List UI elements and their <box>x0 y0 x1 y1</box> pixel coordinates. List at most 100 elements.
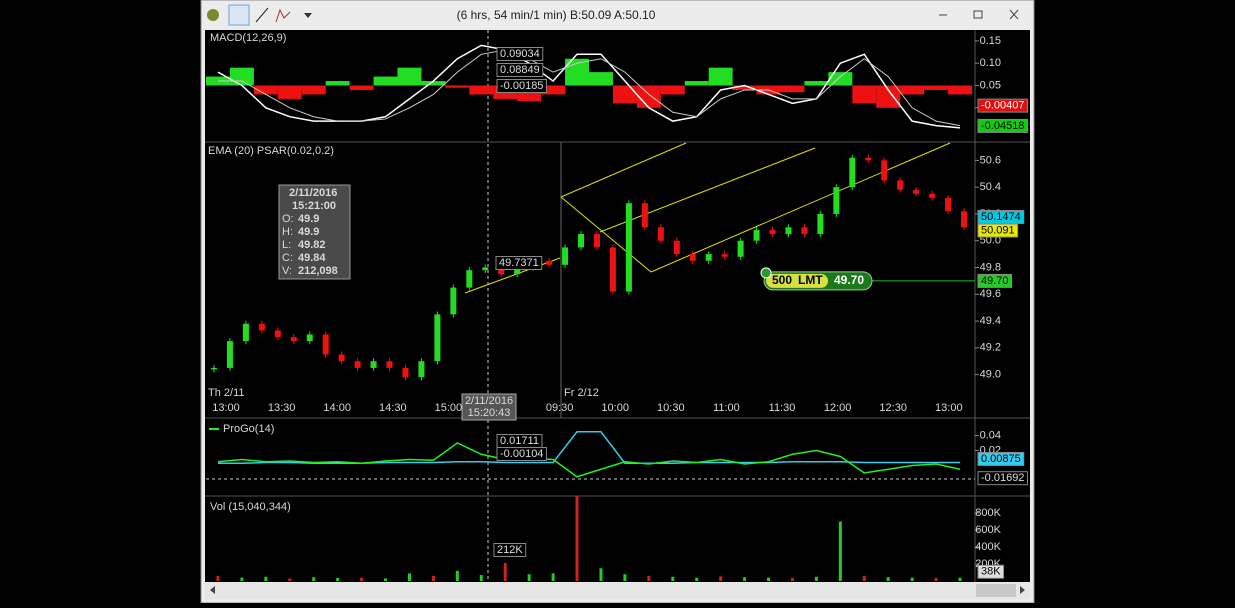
x-tick-label: 14:30 <box>379 402 407 414</box>
toolbar-button[interactable] <box>228 4 250 26</box>
tooltip <box>278 184 351 280</box>
signal-line <box>217 49 961 127</box>
order-check[interactable] <box>760 267 772 279</box>
candle <box>785 227 792 235</box>
last-value-box <box>977 209 1025 224</box>
candle <box>769 230 776 235</box>
candle <box>801 227 808 235</box>
tooltip-value: 49.9 <box>298 226 319 238</box>
macd-histogram-bar <box>876 85 901 108</box>
volume-bar <box>790 578 794 581</box>
volume-bar <box>958 577 962 581</box>
volume-bar <box>455 570 459 581</box>
x-tick-label: 12:00 <box>824 402 852 414</box>
progo-line <box>217 442 961 478</box>
draw-line-tool[interactable] <box>255 7 269 23</box>
macd-histogram-bar <box>397 67 422 86</box>
menu-dropdown[interactable] <box>304 13 312 18</box>
y-tick-label: 50.6 <box>980 154 1001 166</box>
tooltip-date: 2/11/2016 <box>289 187 337 199</box>
candle <box>274 330 281 338</box>
candle <box>306 334 313 342</box>
volume-bar <box>216 575 220 581</box>
x-tick-label: 11:30 <box>769 402 796 414</box>
x-tick-label: 13:00 <box>935 402 963 414</box>
volume-bar <box>575 496 579 581</box>
macd-histogram-bar <box>612 85 637 104</box>
volume-bar <box>647 575 651 581</box>
candle <box>961 211 968 228</box>
candle <box>402 367 409 378</box>
macd-histogram-bar <box>301 85 326 95</box>
volume-bar <box>862 575 866 581</box>
close-button[interactable] <box>1009 9 1019 20</box>
restore-button[interactable] <box>973 10 983 19</box>
cursor-value: 49.7371 <box>499 257 539 269</box>
scroll-left[interactable] <box>210 586 215 594</box>
cursor-value: -0.00185 <box>500 80 543 92</box>
volume-bar <box>527 574 531 581</box>
y-tick-label: 800K <box>975 507 1001 519</box>
panel-title: ProGo(14) <box>223 423 274 435</box>
volume-bar <box>288 578 292 581</box>
scroll-right[interactable] <box>1020 586 1025 594</box>
y-tick-label: 0.05 <box>980 79 1001 91</box>
volume-bar <box>671 576 675 581</box>
order-price-axis: 49.70 <box>981 275 1009 287</box>
macd-histogram-bar <box>277 85 302 99</box>
volume-bar <box>695 577 699 581</box>
macd-histogram-bar <box>253 85 278 95</box>
last-value: 50.091 <box>981 224 1015 236</box>
app-icon[interactable] <box>207 9 219 21</box>
day-label: Th 2/11 <box>208 387 245 399</box>
volume-bar <box>384 578 388 581</box>
x-tick-label: 11:00 <box>713 402 740 414</box>
candle <box>210 367 217 370</box>
cursor-value: 0.08849 <box>500 64 540 76</box>
scrollbar[interactable] <box>205 582 1030 599</box>
macd-histogram-bar <box>828 72 853 86</box>
x-tick-label: 10:30 <box>657 402 685 414</box>
candle <box>338 354 345 362</box>
volume-bar <box>719 576 723 581</box>
candle <box>514 267 521 275</box>
last-value-box <box>977 98 1028 113</box>
volume-bar <box>312 577 316 581</box>
macd-histogram-bar <box>589 72 613 86</box>
candle <box>721 254 728 257</box>
x-tick-label: 09:30 <box>546 402 574 414</box>
indicator-tool[interactable] <box>275 8 291 23</box>
volume-bar <box>240 577 244 581</box>
order-qty-box <box>766 273 828 288</box>
candle <box>258 323 265 331</box>
macd-histogram-bar <box>636 85 661 108</box>
volume-bar <box>838 521 842 581</box>
candle <box>689 254 696 261</box>
candle <box>929 193 936 198</box>
y-tick-label: 0.10 <box>980 57 1001 69</box>
last-value-box <box>977 471 1028 486</box>
candle <box>657 227 664 241</box>
candle <box>386 361 393 368</box>
candle <box>609 247 616 292</box>
cursor-value-box <box>496 63 544 77</box>
macd-histogram-bar <box>708 67 733 86</box>
volume-bar <box>336 578 340 581</box>
last-value-box <box>977 564 1005 579</box>
candle <box>450 287 457 315</box>
scroll-thumb[interactable] <box>976 584 1016 597</box>
order-price-axis-box <box>977 273 1013 288</box>
candle <box>226 341 233 368</box>
cursor-time-box <box>461 393 517 421</box>
candle <box>913 189 920 194</box>
volume-bar <box>479 575 483 581</box>
volume-bar <box>503 562 507 581</box>
candle <box>578 234 585 248</box>
cursor-time: 15:20:43 <box>468 407 511 419</box>
progo-signal <box>217 431 961 464</box>
cursor-value-box <box>496 447 547 461</box>
macd-histogram-bar <box>349 85 374 90</box>
y-tick-label: 49.6 <box>980 288 1001 300</box>
panel-title: EMA (20) PSAR(0.02,0.2) <box>208 145 334 157</box>
macd-histogram-bar <box>900 85 925 95</box>
